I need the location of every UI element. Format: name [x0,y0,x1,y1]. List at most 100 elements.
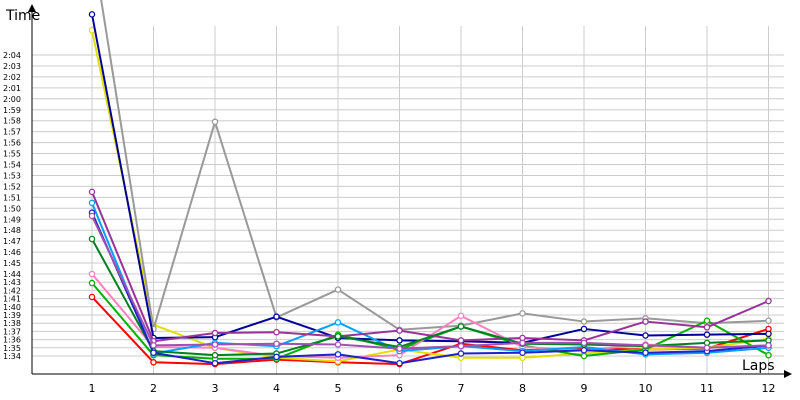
data-point [765,330,772,338]
data-point [396,359,403,367]
y-tick-label: 2:03 [3,62,21,71]
x-tick-label: 3 [212,382,219,395]
x-tick-label: 8 [519,382,526,395]
data-point [457,337,465,344]
data-point [88,270,96,278]
data-point [703,317,711,324]
y-tick-label: 1:58 [3,117,21,126]
y-tick-label: 1:46 [3,248,21,257]
series-7 [88,199,772,358]
x-axis-label: Laps [742,358,775,374]
axes [28,4,792,378]
x-axis-arrow [784,370,792,378]
y-tick-label: 2:00 [3,95,21,104]
data-point [703,344,711,352]
data-point [642,332,649,339]
y-tick-label: 1:39 [3,311,21,320]
data-point [334,341,342,348]
data-point [642,342,649,349]
y-tick-label: 1:44 [3,270,21,279]
y-tick-label: 1:59 [3,106,21,115]
y-tick-label: 1:38 [3,319,21,328]
series-5 [88,11,772,347]
y-tick-label: 1:49 [3,215,21,224]
series-line [91,215,769,350]
data-point [273,340,280,347]
y-tick-label: 1:57 [3,128,21,137]
y-tick-label: 1:37 [3,327,21,336]
y-axis-arrow [28,4,36,12]
data-point [765,317,772,324]
data-point [334,351,342,358]
y-tick-label: 2:01 [3,84,21,93]
x-tick-label: 9 [581,382,588,395]
data-point [457,312,465,320]
x-tick-label: 10 [639,382,653,395]
data-point [519,349,526,356]
data-point [211,118,219,126]
data-point [457,323,465,330]
series-10 [88,209,772,367]
y-tick-label: 2:04 [3,51,21,60]
data-point [580,325,588,333]
data-point [457,342,465,350]
series-2 [88,26,772,365]
data-point [396,327,403,334]
y-tick-label: 1:50 [3,204,21,213]
x-tick-label: 4 [273,382,280,395]
data-point [211,351,219,359]
x-tick-label: 2 [150,382,157,395]
data-point [703,331,711,338]
y-tick-label: 1:34 [3,352,21,361]
y-tick-label: 1:42 [3,286,21,295]
data-point [457,350,465,357]
data-point [642,318,649,325]
data-point [580,352,588,360]
y-tick-label: 1:54 [3,161,21,170]
data-point [765,297,772,305]
y-axis-label: Time [5,8,40,24]
y-tick-label: 1:47 [3,237,21,246]
data-point [88,293,96,301]
data-point [211,359,219,367]
data-point [580,339,588,347]
y-tick-label: 1:35 [3,344,21,353]
data-point [88,188,96,196]
x-tick-label: 12 [762,382,776,395]
y-tick-label: 1:51 [3,193,21,202]
series-8 [88,188,772,345]
y-tick-label: 1:56 [3,139,21,148]
data-point [88,199,96,207]
data-point [703,324,711,331]
y-tick-label: 1:53 [3,171,21,180]
y-tick-label: 1:48 [3,226,21,235]
data-point [580,318,588,325]
data-point [519,354,526,362]
data-point [580,347,588,354]
series-11 [88,212,772,352]
y-tick-label: 1:40 [3,303,21,312]
data-point [765,351,772,359]
data-point [519,339,526,347]
y-tick-label: 1:36 [3,336,21,345]
data-point [273,328,280,336]
data-point [273,313,280,320]
data-point [88,11,96,18]
data-point [211,341,219,348]
y-tick-labels: 1:341:351:361:371:381:391:401:411:421:43… [3,51,21,361]
data-point [334,286,342,293]
data-point [642,349,649,356]
series-line [91,212,769,365]
data-point [765,342,772,349]
data-point [396,337,403,344]
series-line [91,191,769,343]
data-point [150,349,157,356]
x-tick-label: 1 [89,382,96,395]
data-point [334,319,342,326]
y-tick-label: 2:02 [3,73,21,82]
data-point [88,235,96,243]
data-point [150,342,157,349]
x-tick-label: 6 [396,382,403,395]
y-tick-label: 1:41 [3,295,21,304]
